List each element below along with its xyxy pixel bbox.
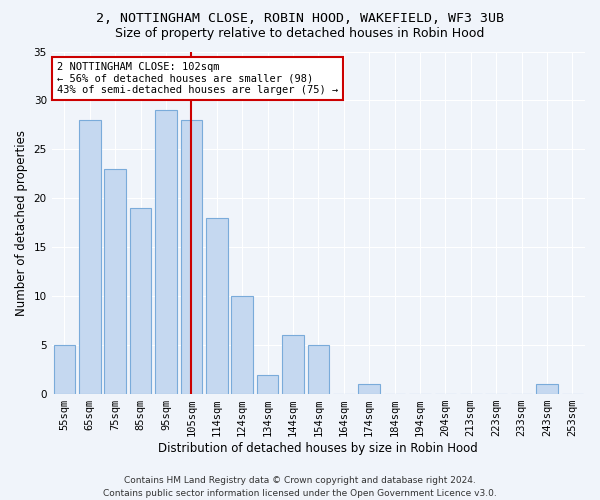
- X-axis label: Distribution of detached houses by size in Robin Hood: Distribution of detached houses by size …: [158, 442, 478, 455]
- Bar: [79, 120, 101, 394]
- Text: Contains HM Land Registry data © Crown copyright and database right 2024.
Contai: Contains HM Land Registry data © Crown c…: [103, 476, 497, 498]
- Bar: [53, 345, 75, 394]
- Bar: [358, 384, 380, 394]
- Y-axis label: Number of detached properties: Number of detached properties: [15, 130, 28, 316]
- Text: 2, NOTTINGHAM CLOSE, ROBIN HOOD, WAKEFIELD, WF3 3UB: 2, NOTTINGHAM CLOSE, ROBIN HOOD, WAKEFIE…: [96, 12, 504, 26]
- Bar: [232, 296, 253, 394]
- Bar: [155, 110, 177, 394]
- Bar: [130, 208, 151, 394]
- Bar: [282, 336, 304, 394]
- Bar: [206, 218, 227, 394]
- Text: Size of property relative to detached houses in Robin Hood: Size of property relative to detached ho…: [115, 28, 485, 40]
- Bar: [104, 169, 126, 394]
- Bar: [536, 384, 557, 394]
- Bar: [308, 345, 329, 394]
- Bar: [257, 374, 278, 394]
- Text: 2 NOTTINGHAM CLOSE: 102sqm
← 56% of detached houses are smaller (98)
43% of semi: 2 NOTTINGHAM CLOSE: 102sqm ← 56% of deta…: [57, 62, 338, 95]
- Bar: [181, 120, 202, 394]
